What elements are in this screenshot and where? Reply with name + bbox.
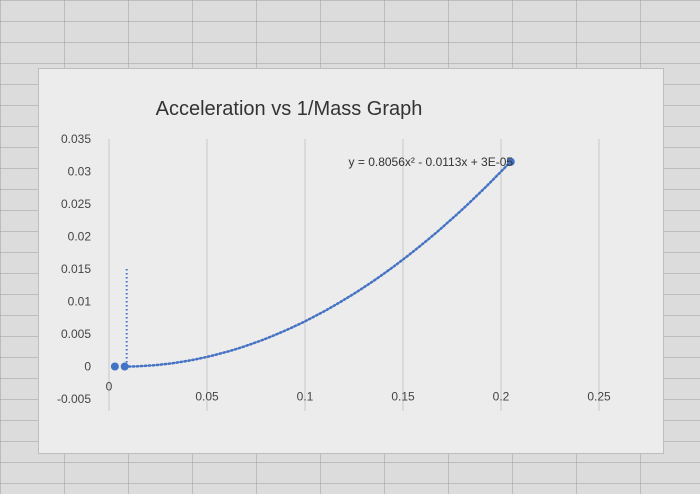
y-axis-ticks: 0.035 0.03 0.025 0.02 0.015 0.01 0.005 0 -0.005 xyxy=(57,132,91,406)
chart-title[interactable]: Acceleration vs 1/Mass Graph xyxy=(156,98,423,120)
chart-area[interactable]: Acceleration vs 1/Mass Graph 0.035 0.03 0.… xyxy=(38,68,664,454)
y-tick-label: 0.035 xyxy=(61,132,91,146)
y-tick-label: 0.005 xyxy=(61,327,91,341)
data-points[interactable] xyxy=(110,157,515,371)
y-tick-label: 0.015 xyxy=(61,262,91,276)
x-tick-label: 0.15 xyxy=(391,390,415,404)
y-tick-label: 0.02 xyxy=(68,230,92,244)
x-tick-label: 0.05 xyxy=(195,390,219,404)
x-tick-label: 0.1 xyxy=(297,390,314,404)
x-tick-label: 0.2 xyxy=(493,390,510,404)
x-tick-label: 0.25 xyxy=(587,390,611,404)
chart-svg: Acceleration vs 1/Mass Graph 0.0350.030.… xyxy=(57,98,611,411)
y-tick-label: 0.03 xyxy=(68,165,92,179)
y-tick-label: 0 xyxy=(84,360,91,374)
trendline-curve[interactable] xyxy=(123,160,513,368)
trendline-equation-label[interactable]: y = 0.8056x² - 0.0113x + 3E-05 xyxy=(349,155,514,169)
x-tick-label: 0 xyxy=(106,380,113,394)
y-tick-label: 0.025 xyxy=(61,197,91,211)
y-tick-label: -0.005 xyxy=(57,392,91,406)
trendline[interactable] xyxy=(123,160,513,368)
grid-lines xyxy=(108,139,600,411)
y-tick-label: 0.01 xyxy=(68,295,92,309)
data-point-0[interactable] xyxy=(110,362,119,371)
x-axis-ticks: 0 0.05 0.1 0.15 0.2 0.25 xyxy=(106,380,611,404)
data-point-2[interactable] xyxy=(506,157,515,166)
data-point-1[interactable] xyxy=(120,362,129,371)
